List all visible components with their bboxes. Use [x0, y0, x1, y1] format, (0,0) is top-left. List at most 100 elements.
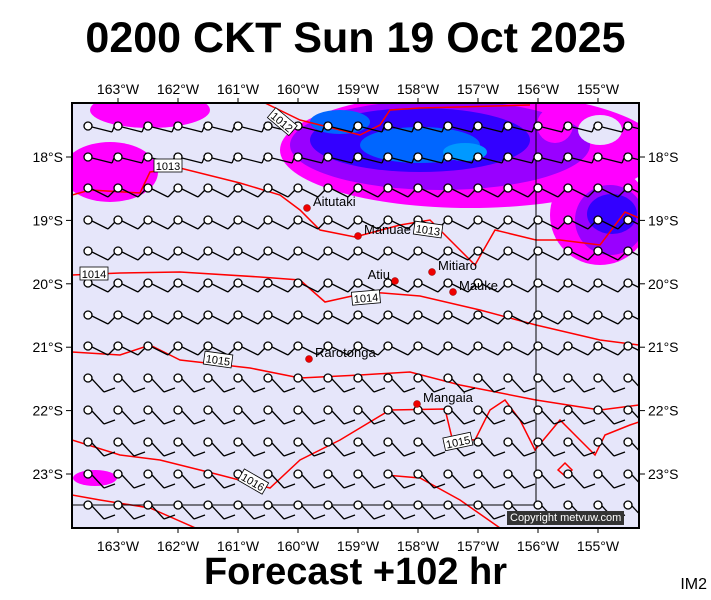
wind-barb	[173, 341, 206, 356]
wind-barb	[323, 215, 356, 230]
wind-barb	[323, 437, 356, 457]
wind-barb	[293, 469, 326, 489]
lon-label-bottom: 157°W	[457, 538, 500, 554]
wind-barb	[323, 405, 356, 425]
wind-barb	[413, 405, 446, 425]
wind-barb	[323, 469, 356, 489]
wind-barb	[533, 437, 566, 457]
wind-barb	[323, 278, 356, 293]
svg-text:Rarotonga: Rarotonga	[315, 345, 376, 360]
wind-barb	[563, 373, 596, 393]
wind-barb	[533, 405, 566, 425]
wind-barb	[623, 310, 639, 321]
wind-barb	[203, 437, 236, 457]
lon-label-top: 159°W	[337, 81, 380, 97]
wind-barb	[173, 373, 206, 393]
wind-barb	[203, 310, 236, 325]
lon-label-top: 158°W	[397, 81, 440, 97]
wind-barb	[503, 405, 536, 425]
lat-label-left: 21°S	[32, 339, 63, 355]
wind-barb	[623, 183, 639, 194]
wind-barbs	[83, 121, 639, 520]
wind-barb	[383, 500, 416, 520]
wind-barb	[443, 469, 476, 489]
wind-barb	[623, 152, 639, 162]
wind-barb	[233, 310, 266, 325]
wind-barb	[473, 500, 506, 520]
wind-barb	[173, 437, 206, 457]
wind-barb	[143, 246, 176, 261]
wind-barb	[353, 246, 386, 261]
lon-label-top: 163°W	[97, 81, 140, 97]
wind-barb	[353, 341, 386, 356]
wind-barb	[113, 405, 146, 425]
lat-label-left: 18°S	[32, 149, 63, 165]
wind-barb	[623, 121, 639, 131]
wind-barb	[443, 121, 477, 133]
wind-barb	[233, 437, 266, 457]
wind-barb	[443, 341, 476, 356]
wind-barb	[353, 310, 386, 325]
wind-barb	[353, 469, 386, 489]
wind-barb	[113, 469, 146, 489]
wind-barb	[593, 405, 626, 425]
wind-barb	[593, 246, 626, 261]
wind-barb	[533, 183, 566, 198]
lon-label-top: 162°W	[157, 81, 200, 97]
isobar-label: 1014	[79, 266, 109, 281]
wind-barb	[593, 183, 626, 198]
svg-text:Mitiaro: Mitiaro	[438, 258, 477, 273]
wind-barb	[233, 341, 266, 356]
wind-barb	[263, 215, 296, 230]
wind-barb	[503, 278, 536, 293]
isobar	[264, 103, 531, 136]
svg-text:Mauke: Mauke	[459, 278, 498, 293]
wind-barb	[593, 469, 626, 489]
isobar	[556, 461, 574, 477]
wind-barb	[443, 310, 476, 325]
lon-label-bottom: 159°W	[337, 538, 380, 554]
wind-barb	[203, 215, 236, 230]
wind-barb	[473, 469, 506, 489]
wind-barb	[503, 310, 536, 325]
lat-label-right: 19°S	[648, 212, 679, 228]
copyright-label: Copyright metvuw.com	[507, 511, 625, 525]
wind-barb	[173, 183, 206, 198]
wind-barb	[323, 373, 356, 393]
lat-label-left: 22°S	[32, 403, 63, 419]
wind-barb	[563, 437, 596, 457]
wind-barb	[563, 310, 596, 325]
lat-label-right: 21°S	[648, 339, 679, 355]
lon-label-top: 157°W	[457, 81, 500, 97]
svg-text:1015: 1015	[205, 353, 231, 368]
wind-barb	[383, 215, 416, 230]
wind-barb	[563, 183, 596, 198]
image-code: IM2	[680, 576, 707, 593]
lat-label-right: 20°S	[648, 276, 679, 292]
wind-barb	[173, 405, 206, 425]
wind-barb	[233, 215, 266, 230]
wind-barb	[293, 183, 326, 198]
wind-barb	[293, 373, 326, 393]
wind-barb	[83, 215, 116, 230]
wind-barb	[173, 500, 206, 520]
wind-barb	[323, 500, 356, 520]
wind-barb	[503, 246, 536, 261]
wind-barb	[473, 183, 506, 198]
wind-barb	[563, 469, 596, 489]
wind-barb	[263, 183, 296, 198]
lon-label-bottom: 163°W	[97, 538, 140, 554]
wind-barb	[203, 373, 236, 393]
svg-text:1014: 1014	[82, 269, 106, 281]
wind-barb	[323, 341, 356, 356]
wind-barb	[533, 310, 566, 325]
wind-barb	[233, 500, 266, 520]
wind-barb	[263, 278, 296, 293]
wind-barb	[383, 373, 416, 393]
wind-barb	[413, 500, 446, 520]
wind-barb	[113, 373, 146, 393]
wind-barb	[293, 500, 326, 520]
wind-barb	[83, 183, 116, 198]
axis-ticks: 163°W 163°W 162°W 162°W 161°W 161°W 160°W 160°W…	[32, 81, 678, 554]
wind-barb	[263, 437, 296, 457]
